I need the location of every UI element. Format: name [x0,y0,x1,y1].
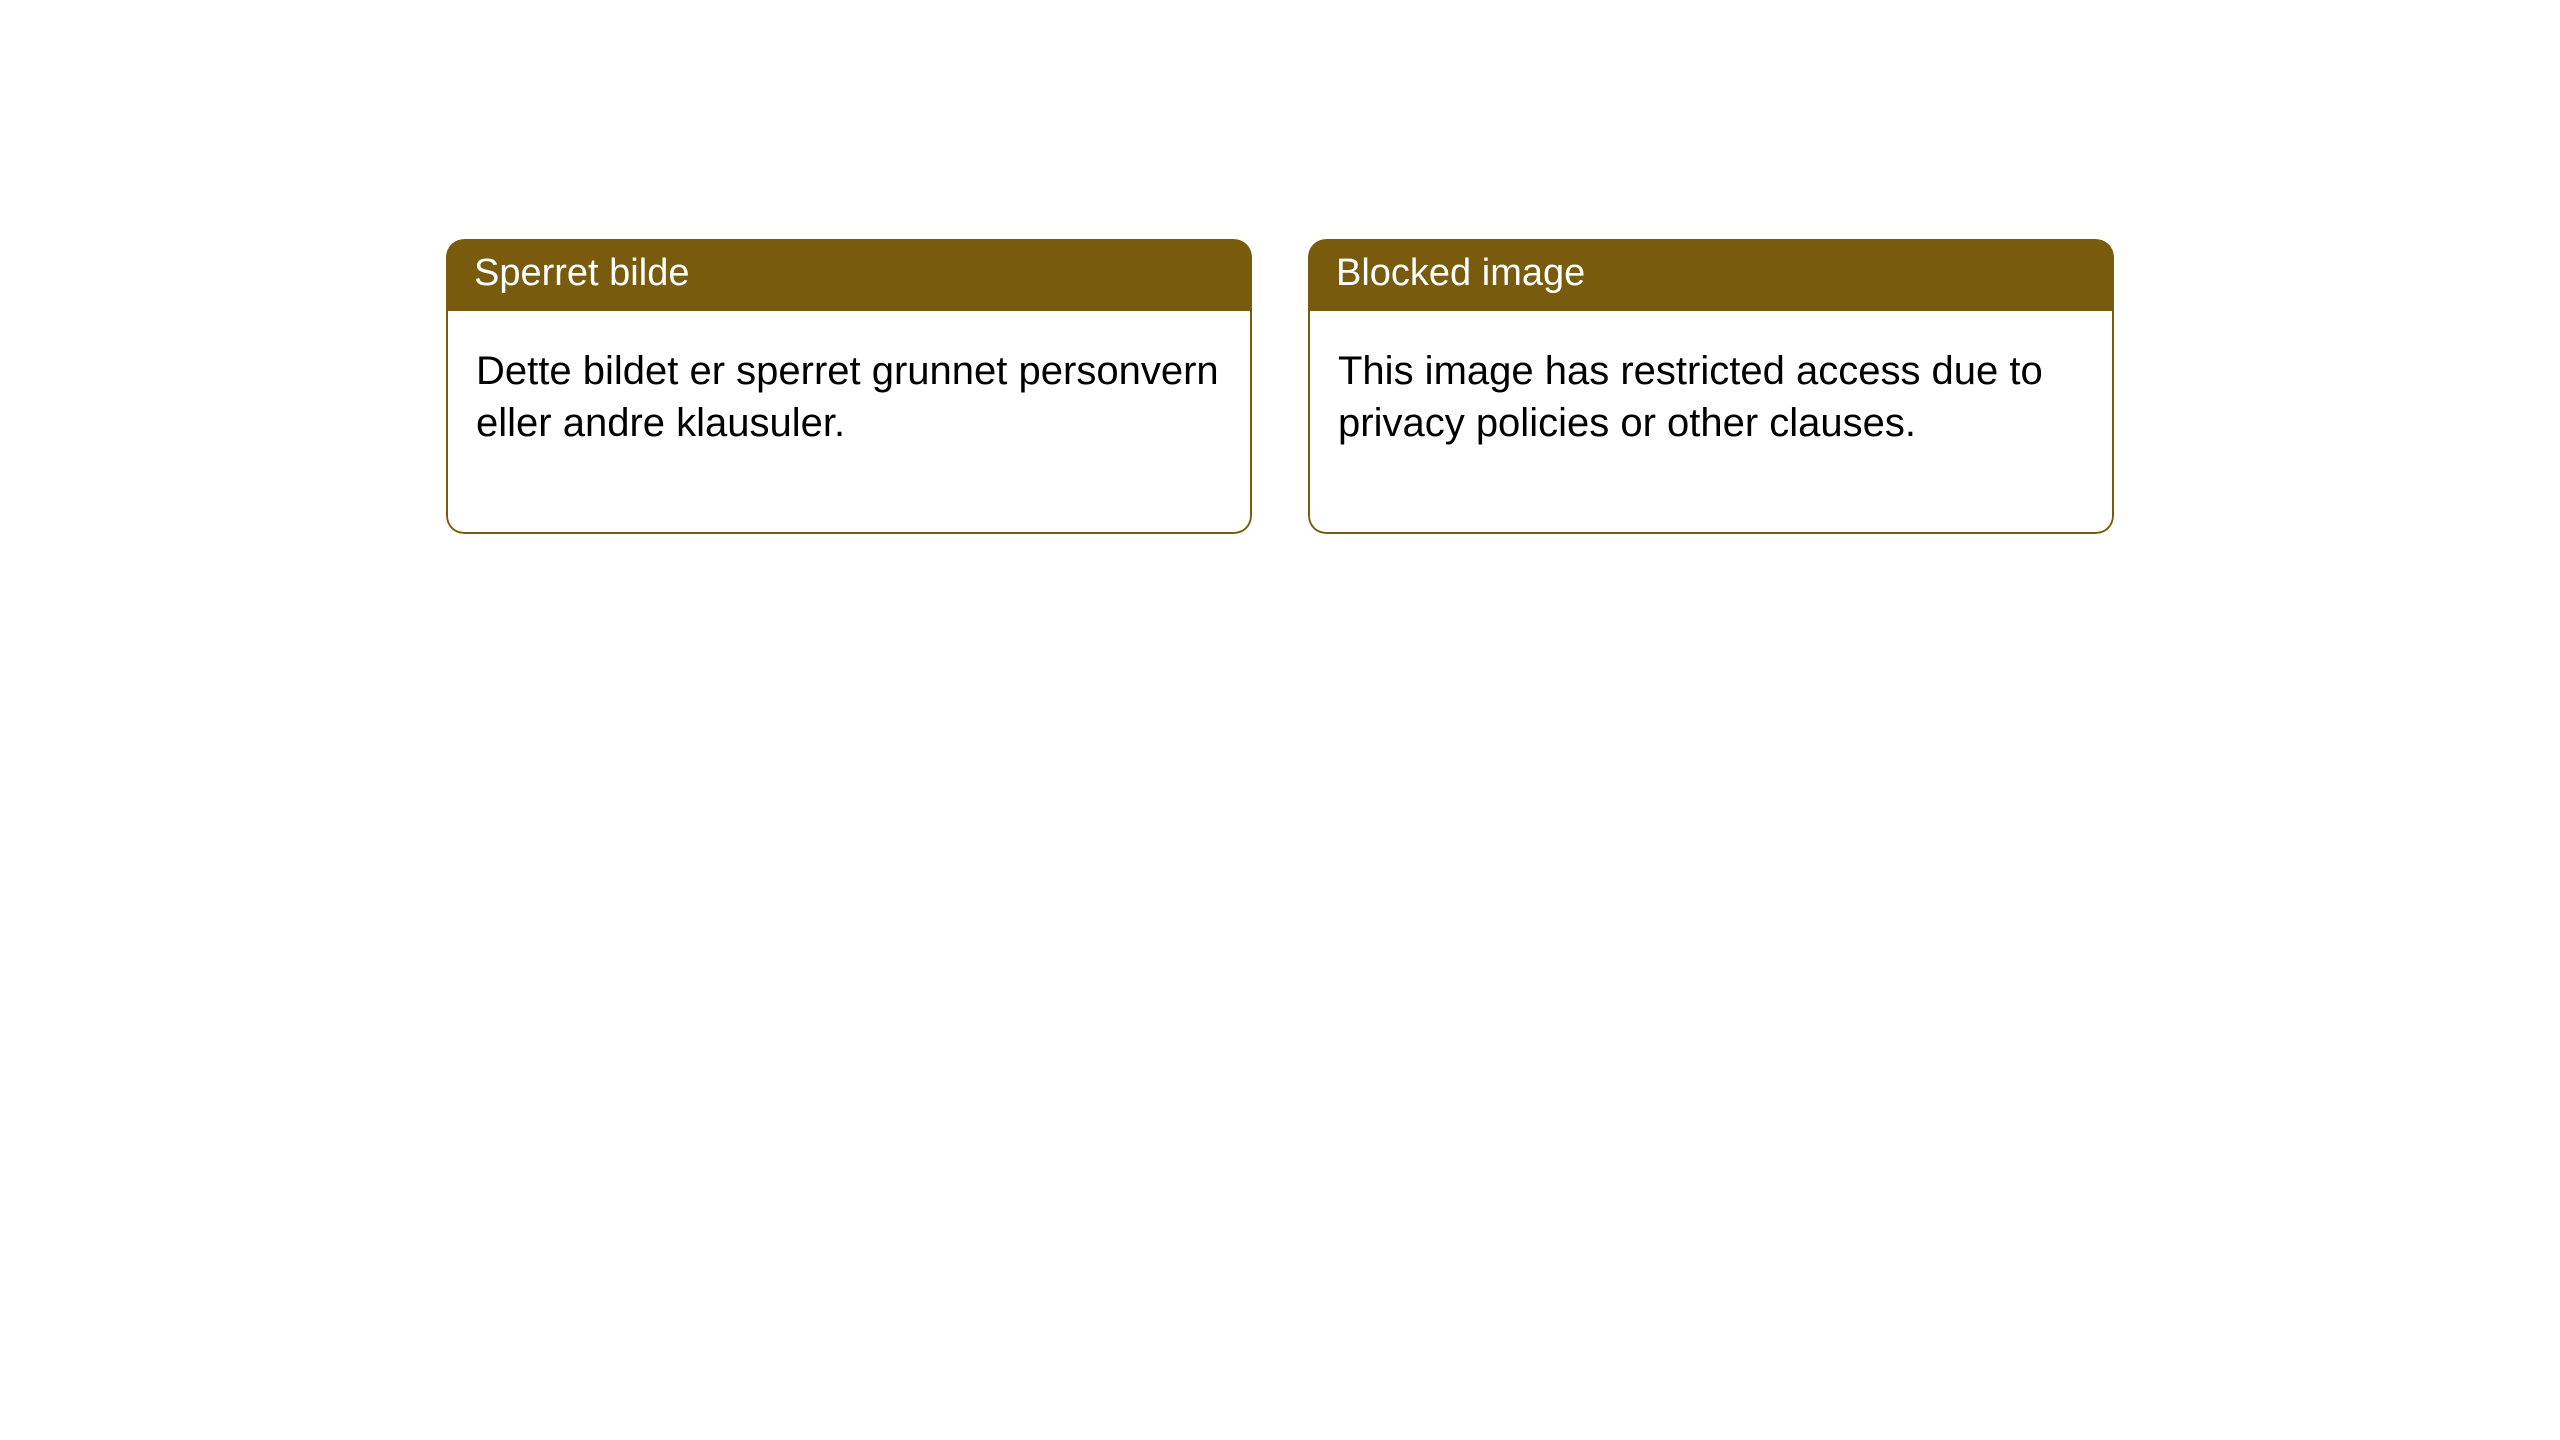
notice-container: Sperret bilde Dette bildet er sperret gr… [0,0,2560,534]
notice-card-norwegian: Sperret bilde Dette bildet er sperret gr… [446,239,1252,534]
card-title: Blocked image [1336,252,1585,294]
card-body: Dette bildet er sperret grunnet personve… [446,311,1252,535]
card-body-text: This image has restricted access due to … [1338,345,2084,451]
card-body: This image has restricted access due to … [1308,311,2114,535]
card-title: Sperret bilde [474,252,689,294]
card-header: Blocked image [1308,239,2114,311]
card-body-text: Dette bildet er sperret grunnet personve… [476,345,1222,451]
card-header: Sperret bilde [446,239,1252,311]
notice-card-english: Blocked image This image has restricted … [1308,239,2114,534]
